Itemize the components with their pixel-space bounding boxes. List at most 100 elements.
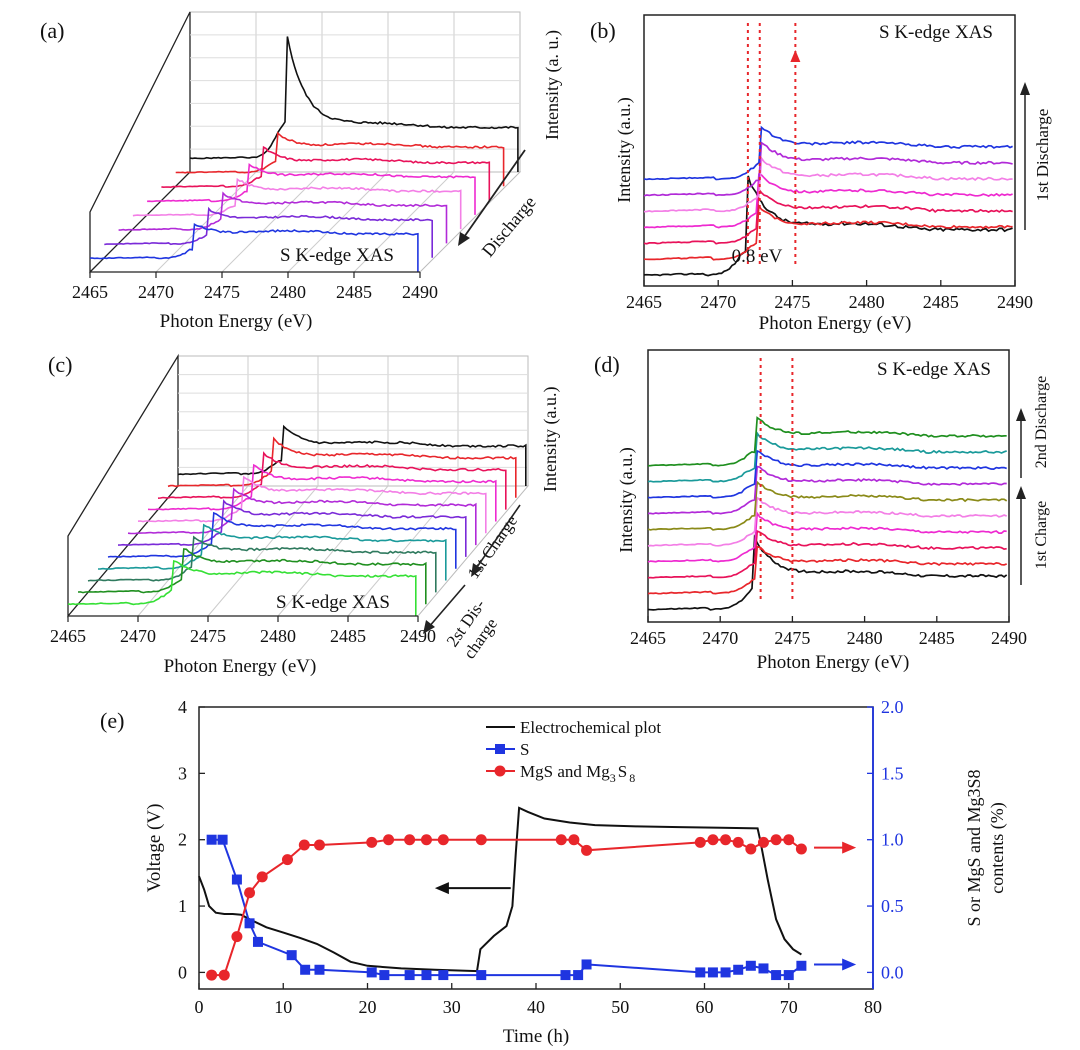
panel-a-depth-arrow bbox=[461, 149, 526, 241]
panel-d-curve-8 bbox=[647, 430, 1007, 483]
panel-e-mgs-point-16 bbox=[581, 844, 593, 856]
panel-c-grid-d-3 bbox=[277, 485, 389, 617]
panel-e-legend: Electrochemical plot S MgS and Mg3 S 8 bbox=[486, 718, 661, 785]
panel-e-s-point-17 bbox=[695, 967, 706, 978]
panel-e-x-tick-label-50: 50 bbox=[611, 997, 629, 1017]
panel-e-s-point-10 bbox=[404, 970, 415, 981]
panel-c-curve-2 bbox=[157, 451, 507, 510]
panel-c-tick-label-2480: 2480 bbox=[260, 626, 296, 646]
panel-e-mgs-point-2 bbox=[231, 931, 243, 943]
panel-a-curve-2 bbox=[161, 145, 491, 201]
panel-e-s-point-2 bbox=[231, 874, 242, 885]
panel-e-mgs-point-23 bbox=[770, 834, 782, 846]
panel-e-s-point-16 bbox=[581, 959, 592, 970]
legend-electrochemical-label: Electrochemical plot bbox=[520, 718, 661, 737]
panel-a-depth-arrow-head bbox=[458, 232, 470, 246]
panel-e-s-point-21 bbox=[745, 960, 756, 971]
panel-b-title: S K-edge XAS bbox=[879, 22, 993, 43]
panel-e-mgs-point-10 bbox=[404, 834, 416, 846]
panel-b-label: (b) bbox=[590, 18, 616, 43]
panel-b-curve-5 bbox=[643, 141, 1013, 197]
panel-e-x-tick-label-30: 30 bbox=[443, 997, 461, 1017]
panel-c-xlabel: Photon Energy (eV) bbox=[164, 656, 317, 677]
panel-e-line-red bbox=[211, 838, 802, 977]
panel-e-arrow-head-red bbox=[842, 841, 857, 854]
panel-e-y2-tick-label-1.5: 1.5 bbox=[881, 763, 904, 783]
panel-e-s-point-6 bbox=[300, 964, 311, 975]
panel-d-label: (d) bbox=[594, 352, 620, 377]
panel-a-curve-7 bbox=[90, 222, 419, 272]
panel-c-ylabel: Intensity (a.u.) bbox=[540, 387, 561, 492]
panel-e-s-point-9 bbox=[379, 970, 390, 981]
panel-a-grid-d-3 bbox=[287, 171, 389, 273]
panel-e-xlabel: Time (h) bbox=[503, 1026, 569, 1047]
panel-b-xlabel: Photon Energy (eV) bbox=[759, 313, 912, 334]
panel-e-x-tick-label-20: 20 bbox=[359, 997, 377, 1017]
panel-c-curve-1 bbox=[167, 436, 517, 498]
panel-c-curve-3 bbox=[147, 463, 497, 522]
panel-a-tick-label-2490: 2490 bbox=[402, 282, 438, 302]
panel-e-mgs-point-6 bbox=[298, 839, 310, 851]
panel-b-tick-label-2465: 2465 bbox=[626, 292, 662, 312]
panel-a-curves bbox=[90, 36, 519, 272]
panel-e-s-point-12 bbox=[438, 970, 449, 981]
panel-b-annotation: 0.8 eV bbox=[732, 246, 783, 267]
panel-e-mgs-point-19 bbox=[720, 834, 732, 846]
panel-e-mgs-point-24 bbox=[783, 834, 795, 846]
panel-c-left-wall bbox=[67, 353, 179, 618]
panel-e-mgs-point-25 bbox=[795, 843, 807, 855]
panel-e-s-point-3 bbox=[244, 918, 255, 929]
panel-d-tick-label-2480: 2480 bbox=[847, 628, 883, 648]
panel-d-xlabel: Photon Energy (eV) bbox=[757, 652, 910, 673]
panel-e-y2-tick-label-0.0: 0.0 bbox=[881, 962, 904, 982]
panel-d-curve-2 bbox=[647, 529, 1007, 579]
panel-c: (c) 2465 2470 2475 2480 2485 2490 Photon Ener… bbox=[48, 352, 561, 677]
panel-e-mgs-point-1 bbox=[218, 969, 230, 981]
panel-c-depth-arrow-1-head bbox=[471, 563, 482, 577]
panel-e-mgs-point-21 bbox=[745, 843, 757, 855]
panel-d-tick-label-2465: 2465 bbox=[630, 628, 666, 648]
panel-e-y-tick-label-3: 3 bbox=[178, 763, 187, 783]
panel-e-voltage-arrow-head bbox=[434, 882, 449, 895]
panel-b-tick-label-2475: 2475 bbox=[774, 292, 810, 312]
panel-e-y-tick-label-0: 0 bbox=[178, 962, 187, 982]
panel-d-x-ticks: 2465 2470 2475 2480 2485 2490 bbox=[630, 616, 1027, 648]
panel-e-s-point-14 bbox=[560, 970, 571, 981]
panel-b-tick-label-2470: 2470 bbox=[700, 292, 736, 312]
panel-a-curve-3 bbox=[147, 162, 476, 215]
panel-e-x-tick-label-80: 80 bbox=[864, 997, 882, 1017]
panel-c-curve-9 bbox=[87, 535, 437, 593]
panel-c-title: S K-edge XAS bbox=[276, 592, 390, 613]
panel-e-y2-tick-label-1.0: 1.0 bbox=[881, 830, 904, 850]
panel-c-curve-8 bbox=[97, 523, 447, 581]
panel-c-3d-frame bbox=[66, 353, 530, 618]
panel-a: (a) 2465 2470 2475 2480 2485 2490 Photon Ener… bbox=[40, 11, 563, 332]
panel-d-curve-9 bbox=[647, 416, 1007, 467]
panel-e-mgs-point-18 bbox=[707, 834, 719, 846]
panel-a-xlabel: Photon Energy (eV) bbox=[160, 311, 313, 332]
panel-d-curve-1 bbox=[647, 545, 1008, 595]
panel-e-y2-tick-label-0.5: 0.5 bbox=[881, 896, 904, 916]
panel-e-mgs-point-11 bbox=[420, 834, 432, 846]
panel-a-x-ticks: 2465 2470 2475 2480 2485 2490 bbox=[72, 271, 438, 302]
panel-e-mgs-point-20 bbox=[732, 836, 744, 848]
panel-e-x-tick-label-60: 60 bbox=[696, 997, 714, 1017]
panel-e-y2label-line1: S or MgS and Mg3S8 bbox=[964, 769, 984, 926]
panel-e-s-point-5 bbox=[286, 950, 297, 961]
panel-a-label: (a) bbox=[40, 18, 64, 43]
panel-e-mgs-point-22 bbox=[757, 836, 769, 848]
panel-c-curves bbox=[67, 424, 527, 616]
panel-e-x-tick-label-70: 70 bbox=[780, 997, 798, 1017]
panel-d-curve-6 bbox=[648, 465, 1007, 515]
panel-e-mgs-point-13 bbox=[475, 834, 487, 846]
panel-c-curve-11 bbox=[67, 559, 417, 616]
panel-d-curve-3 bbox=[647, 510, 1007, 563]
panel-e-y-tick-label-2: 2 bbox=[178, 830, 187, 850]
legend-mgs-label: MgS and Mg3 S 8 bbox=[520, 762, 635, 785]
panel-e-mgs-point-8 bbox=[366, 836, 378, 848]
panel-e-s-point-0 bbox=[206, 834, 217, 845]
panel-e-x-tick-label-40: 40 bbox=[527, 997, 545, 1017]
panel-e-x-tick-label-10: 10 bbox=[274, 997, 292, 1017]
panel-e-mgs-point-15 bbox=[568, 834, 580, 846]
panel-e-s-point-23 bbox=[771, 970, 782, 981]
